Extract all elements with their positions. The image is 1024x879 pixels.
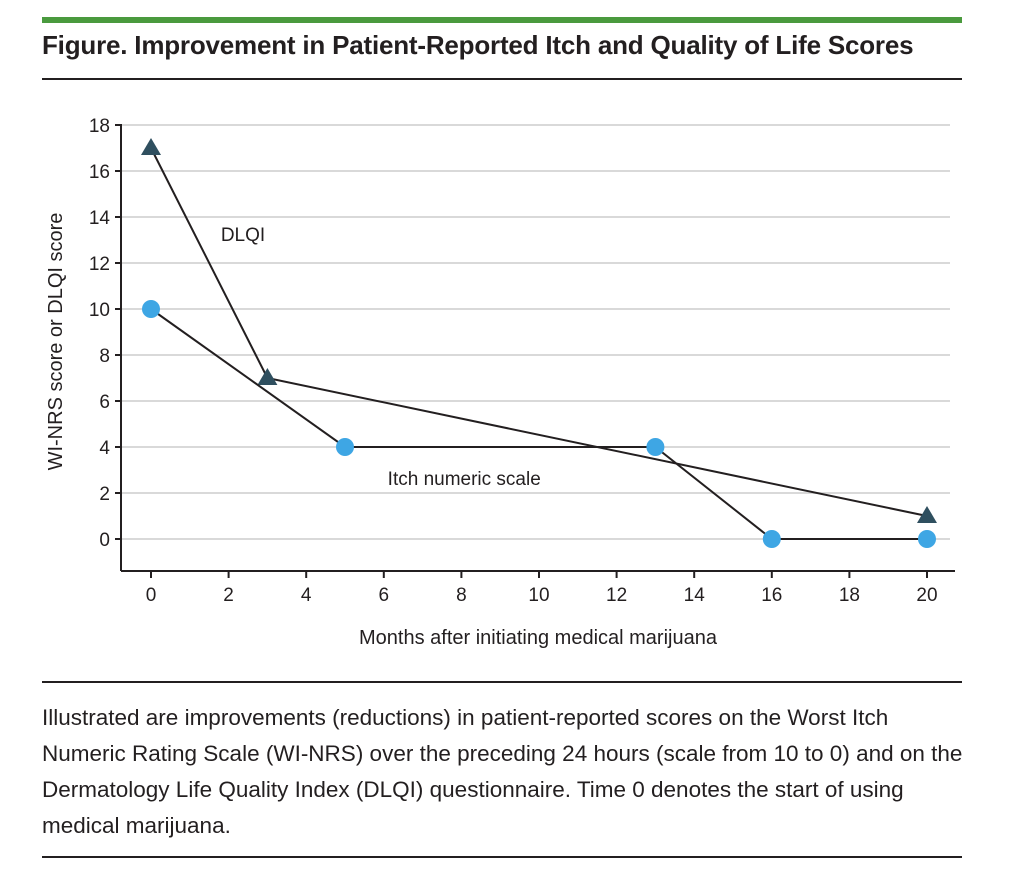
- x-tick-label-16: 16: [761, 585, 782, 606]
- title-divider: [42, 78, 962, 80]
- x-tick-label-6: 6: [379, 585, 390, 606]
- data-point-itch-numeric-scale-4: [918, 530, 936, 548]
- x-tick-label-8: 8: [456, 585, 467, 606]
- x-tick-label-18: 18: [839, 585, 860, 606]
- data-point-itch-numeric-scale-0: [142, 300, 160, 318]
- y-tick-label-14: 14: [89, 208, 111, 229]
- y-tick-label-8: 8: [99, 346, 110, 367]
- data-point-dlqi-0: [141, 138, 161, 155]
- y-tick-label-18: 18: [89, 116, 110, 137]
- series-line-itch-numeric-scale: [150, 308, 927, 540]
- series-label-dlqi: DLQI: [221, 225, 265, 246]
- x-tick-label-10: 10: [528, 585, 549, 606]
- axes: 0 2 4 6 8 10 12 14 16 18 0 2 4 6 8 10 12 14 16 18 20: [89, 116, 955, 606]
- x-tick-label-4: 4: [301, 585, 312, 606]
- gridlines: [121, 124, 950, 540]
- series-line-dlqi: [150, 147, 928, 517]
- y-tick-label-12: 12: [89, 254, 110, 275]
- caption-top-divider: [42, 681, 962, 683]
- y-tick-label-10: 10: [89, 300, 110, 321]
- data-point-itch-numeric-scale-3: [762, 530, 781, 548]
- x-axis-label: Months after initiating medical marijuan…: [359, 627, 718, 649]
- figure-caption: Illustrated are improvements (reductions…: [42, 705, 963, 838]
- y-tick-label-16: 16: [89, 162, 110, 183]
- data-point-itch-numeric-scale-1: [336, 438, 354, 456]
- line-chart: 0 2 4 6 8 10 12 14 16 18 0 2 4 6 8 10 12 14 16 18 20 WI-NRS …: [45, 116, 955, 649]
- series: [141, 138, 937, 548]
- x-tick-label-0: 0: [146, 585, 157, 606]
- top-accent-rule: [42, 17, 962, 23]
- x-tick-label-2: 2: [223, 585, 234, 606]
- x-tick-label-12: 12: [606, 585, 627, 606]
- y-axis-label: WI-NRS score or DLQI score: [45, 213, 67, 471]
- y-tick-label-4: 4: [99, 438, 110, 459]
- figure-title: Figure. Improvement in Patient-Reported …: [42, 30, 914, 60]
- series-label-itch: Itch numeric scale: [388, 469, 541, 490]
- x-tick-label-20: 20: [916, 585, 937, 606]
- x-tick-label-14: 14: [684, 585, 706, 606]
- caption-bottom-divider: [42, 856, 962, 858]
- data-point-dlqi-1: [257, 368, 278, 385]
- data-point-itch-numeric-scale-2: [646, 438, 665, 456]
- y-tick-label-6: 6: [99, 392, 110, 413]
- y-tick-label-0: 0: [99, 530, 110, 551]
- y-tick-label-2: 2: [99, 484, 110, 505]
- data-point-dlqi-2: [917, 506, 937, 523]
